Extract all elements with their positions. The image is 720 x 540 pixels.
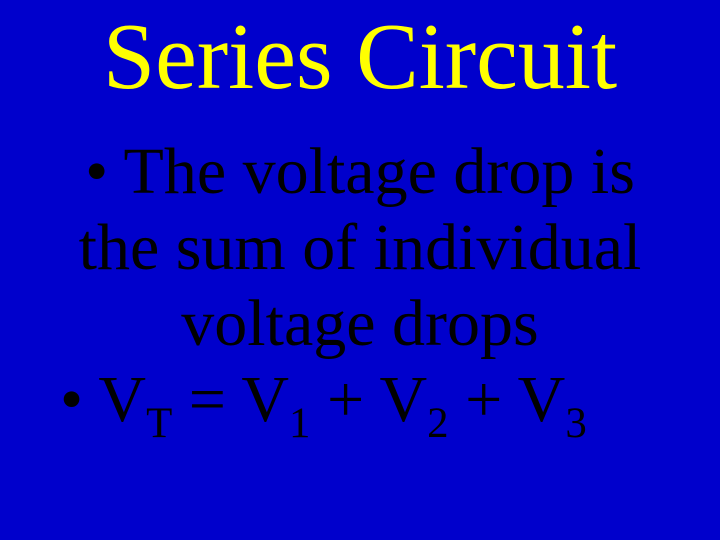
- bullet-1-line-2: the sum of individual: [30, 210, 690, 286]
- equation-sub-t: T: [146, 400, 172, 447]
- equation-v: V: [98, 363, 146, 436]
- equation-eq: = V: [172, 363, 289, 436]
- equation-sub-1: 1: [289, 400, 310, 447]
- bullet-2-equation: • VT = V1 + V2 + V3: [30, 362, 690, 447]
- equation-sub-3: 3: [565, 400, 586, 447]
- bullet-1-line-1: • The voltage drop is: [30, 134, 690, 210]
- equation-plus1: + V: [310, 363, 427, 436]
- equation-sub-2: 2: [427, 400, 448, 447]
- equation-plus2: + V: [449, 363, 566, 436]
- slide: Series Circuit • The voltage drop is the…: [0, 0, 720, 540]
- slide-body: • The voltage drop is the sum of individ…: [30, 134, 690, 446]
- bullet-marker: •: [85, 135, 123, 208]
- slide-title: Series Circuit: [30, 10, 690, 104]
- bullet-text: The voltage drop is: [124, 135, 635, 208]
- bullet-1-line-3: voltage drops: [30, 286, 690, 362]
- bullet-marker: •: [60, 363, 98, 436]
